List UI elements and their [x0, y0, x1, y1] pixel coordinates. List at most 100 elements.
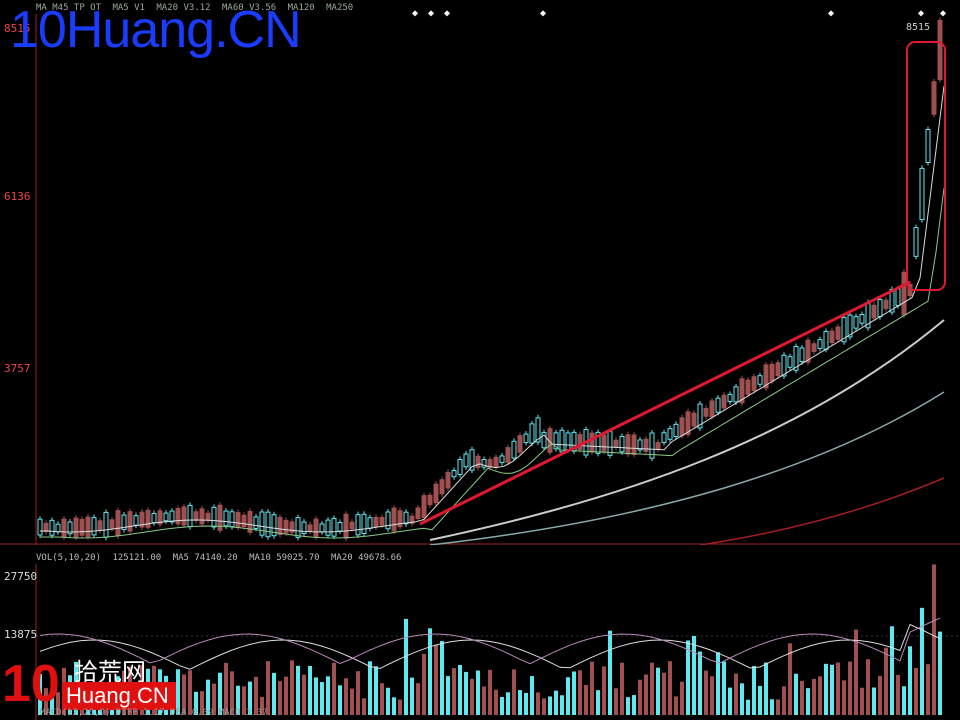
- candle-body: [829, 330, 835, 344]
- candle-body: [457, 458, 463, 476]
- volume-bar: [476, 670, 480, 715]
- candle-body: [763, 364, 769, 389]
- candle-body: [511, 440, 517, 459]
- candle-body: [721, 394, 727, 409]
- volume-bar: [464, 671, 468, 715]
- candle-body: [301, 521, 307, 534]
- volume-bar: [764, 662, 768, 715]
- candle-body: [229, 511, 235, 528]
- candle-body: [589, 432, 595, 453]
- ma60-line: [429, 319, 945, 541]
- candle-body: [379, 516, 385, 526]
- ma-header: MA M45 TP OT MA5 V1 MA20 V3.12 MA60 V3.5…: [36, 3, 359, 13]
- candle-body: [685, 411, 691, 436]
- candle-body: [103, 511, 109, 538]
- volume-bar: [338, 685, 342, 715]
- candle-body: [505, 447, 511, 463]
- candle-body: [925, 129, 931, 163]
- candle-body: [811, 343, 817, 352]
- ma120-line: [429, 391, 945, 545]
- volume-bar: [530, 676, 534, 715]
- candle-body: [547, 428, 553, 453]
- volume-bar: [536, 692, 540, 715]
- volume-bar: [314, 677, 318, 715]
- candle-body: [157, 510, 163, 525]
- candle-body: [493, 456, 499, 468]
- site-logo: 10 拾荒网 Huang.CN: [0, 652, 176, 714]
- candle-body: [235, 512, 241, 529]
- volume-ma5-line: [39, 623, 941, 670]
- candle-body: [205, 512, 211, 521]
- candle-body: [577, 434, 583, 450]
- candle-body: [595, 431, 601, 454]
- volume-bar: [614, 688, 618, 715]
- candle-body: [163, 512, 169, 522]
- volume-axis-label: 13875: [4, 628, 38, 641]
- volume-bar: [446, 676, 450, 715]
- ma-header-item: MA20 V3.12: [156, 3, 211, 13]
- candle-body: [409, 515, 415, 524]
- volume-bar: [470, 678, 474, 715]
- candle-body: [787, 356, 793, 368]
- price-pane: MA M45 TP OT MA5 V1 MA20 V3.12 MA60 V3.5…: [0, 3, 960, 545]
- event-marker-icon[interactable]: ◆: [828, 8, 835, 19]
- volume-bar: [662, 672, 666, 715]
- volume-bar: [674, 696, 678, 715]
- volume-bar: [554, 690, 558, 715]
- volume-chart: [35, 564, 960, 720]
- candle-body: [781, 354, 787, 377]
- volume-bar: [932, 564, 936, 715]
- candle-body: [703, 408, 709, 417]
- candle-body: [385, 511, 391, 530]
- volume-header-item: 125121.00: [112, 553, 162, 563]
- volume-bar: [224, 662, 228, 715]
- candle-body: [919, 167, 925, 221]
- volume-bar: [542, 698, 546, 715]
- candle-body: [541, 432, 547, 449]
- candle-body: [145, 509, 151, 528]
- candle-body: [793, 346, 799, 371]
- event-marker-icon[interactable]: ◆: [444, 8, 451, 19]
- volume-bar: [488, 669, 492, 715]
- candle-body: [397, 510, 403, 528]
- candle-body: [325, 519, 331, 536]
- event-marker-icon[interactable]: ◆: [918, 8, 925, 19]
- candle-body: [283, 519, 289, 534]
- candle-body: [139, 511, 145, 528]
- volume-bar: [500, 696, 504, 715]
- volume-bar: [458, 665, 462, 715]
- candle-body: [259, 511, 265, 536]
- candle-body: [67, 521, 73, 535]
- candle-body: [643, 438, 649, 452]
- candle-body: [937, 19, 943, 81]
- candle-body: [175, 507, 181, 525]
- volume-bar: [938, 631, 942, 715]
- candle-body: [487, 459, 493, 468]
- candle-body: [535, 417, 541, 443]
- logo-english: Huang.CN: [62, 682, 176, 710]
- volume-bar: [422, 653, 426, 715]
- candle-body: [739, 378, 745, 404]
- volume-bar: [296, 665, 300, 715]
- volume-header-label: VOL(5,10,20): [36, 553, 102, 563]
- candle-body: [295, 517, 301, 538]
- event-marker-icon[interactable]: ◆: [428, 8, 435, 19]
- volume-bar: [848, 661, 852, 715]
- candle-body: [745, 379, 751, 395]
- volume-bar: [194, 691, 198, 715]
- volume-axis-label: 27750: [4, 570, 38, 583]
- volume-bar: [890, 626, 894, 715]
- candle-body: [313, 518, 319, 538]
- event-marker-icon[interactable]: ◆: [540, 8, 547, 19]
- candle-body: [655, 442, 661, 450]
- candle-body: [757, 375, 763, 385]
- volume-bar: [842, 680, 846, 715]
- candle-body: [499, 455, 505, 464]
- candle-body: [691, 412, 697, 427]
- volume-bar: [350, 688, 354, 715]
- event-marker-icon[interactable]: ◆: [412, 8, 419, 19]
- event-marker-icon[interactable]: ◆: [940, 8, 947, 19]
- breakout-highlight-box: [906, 41, 946, 291]
- candle-body: [895, 288, 901, 306]
- volume-bar: [632, 695, 636, 715]
